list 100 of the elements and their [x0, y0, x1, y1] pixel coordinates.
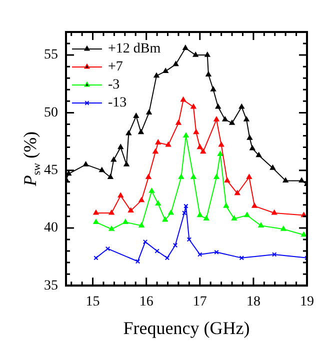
point: [154, 248, 160, 254]
y-axis-title: Psw (%): [20, 131, 43, 188]
point: [154, 72, 160, 78]
point: [215, 104, 221, 109]
point: [110, 156, 116, 162]
point: [193, 129, 199, 134]
point: [204, 52, 210, 57]
point: [186, 237, 192, 242]
point: [142, 239, 148, 244]
point: [198, 252, 202, 257]
point: [93, 210, 99, 215]
y-tick-label: 50: [44, 105, 58, 120]
point: [118, 144, 124, 150]
point: [239, 256, 244, 260]
point: [138, 129, 144, 134]
point: [108, 210, 114, 215]
point: [172, 242, 178, 248]
point: [234, 190, 240, 196]
x-tick-label: 17: [192, 294, 207, 310]
x-tick-label: 15: [86, 294, 100, 310]
point: [244, 212, 250, 218]
point: [176, 120, 182, 125]
point: [118, 192, 124, 198]
point: [135, 259, 140, 264]
point: [190, 174, 196, 180]
point: [133, 113, 139, 118]
point: [204, 216, 210, 221]
point: [162, 216, 168, 222]
legend-label: +7: [108, 60, 123, 75]
point: [178, 174, 184, 180]
point: [210, 86, 216, 92]
y-tick-label: 35: [44, 278, 58, 294]
point: [224, 178, 230, 182]
point: [93, 219, 99, 224]
point: [282, 178, 288, 182]
point: [128, 208, 134, 212]
point: [258, 222, 264, 228]
point: [182, 45, 188, 50]
point: [214, 116, 220, 122]
point: [214, 250, 219, 255]
point: [244, 116, 250, 122]
point: [197, 212, 203, 218]
point: [162, 68, 168, 73]
point: [246, 174, 252, 180]
point: [124, 161, 130, 166]
point: [155, 140, 161, 144]
point: [222, 116, 228, 122]
point: [152, 148, 158, 154]
point: [122, 219, 128, 224]
legend-label: +12 dBm: [108, 42, 161, 57]
point: [99, 167, 105, 172]
point: [256, 152, 262, 158]
point: [105, 246, 110, 252]
point: [146, 110, 152, 114]
point: [200, 148, 206, 154]
point: [214, 174, 220, 180]
point: [206, 72, 212, 76]
point: [192, 52, 198, 57]
point: [197, 144, 203, 150]
point: [168, 210, 174, 215]
y-tick-label: 40: [44, 220, 58, 236]
x-tick-label: 18: [246, 294, 260, 310]
legend-label: -13: [108, 96, 127, 111]
point: [190, 104, 196, 109]
point: [108, 226, 114, 231]
point: [298, 178, 304, 182]
point: [180, 96, 186, 102]
point: [270, 164, 276, 170]
point: [252, 202, 258, 208]
point: [280, 226, 286, 231]
y-tick-label: 45: [44, 163, 58, 178]
point: [231, 216, 237, 221]
point: [223, 202, 229, 208]
point: [173, 61, 179, 66]
point: [238, 104, 244, 109]
point: [229, 120, 235, 125]
legend-label: -3: [108, 78, 120, 93]
y-tick-label: 55: [44, 48, 58, 63]
point: [246, 134, 252, 140]
point: [166, 142, 172, 147]
x-tick-label: 19: [300, 294, 314, 310]
x-tick-label: 16: [139, 294, 154, 310]
point: [272, 252, 277, 257]
point: [148, 188, 154, 193]
point: [126, 130, 132, 136]
point: [146, 174, 152, 180]
point: [250, 145, 256, 150]
point: [183, 132, 189, 138]
point: [138, 222, 144, 228]
x-axis-title: Frequency (GHz): [123, 318, 250, 338]
point: [272, 210, 278, 215]
point: [155, 200, 161, 206]
point: [83, 161, 89, 166]
point: [218, 142, 224, 147]
point: [217, 151, 223, 156]
point: [182, 210, 187, 216]
point: [108, 174, 114, 180]
point: [184, 204, 188, 208]
point: [138, 197, 144, 202]
point: [164, 256, 170, 260]
